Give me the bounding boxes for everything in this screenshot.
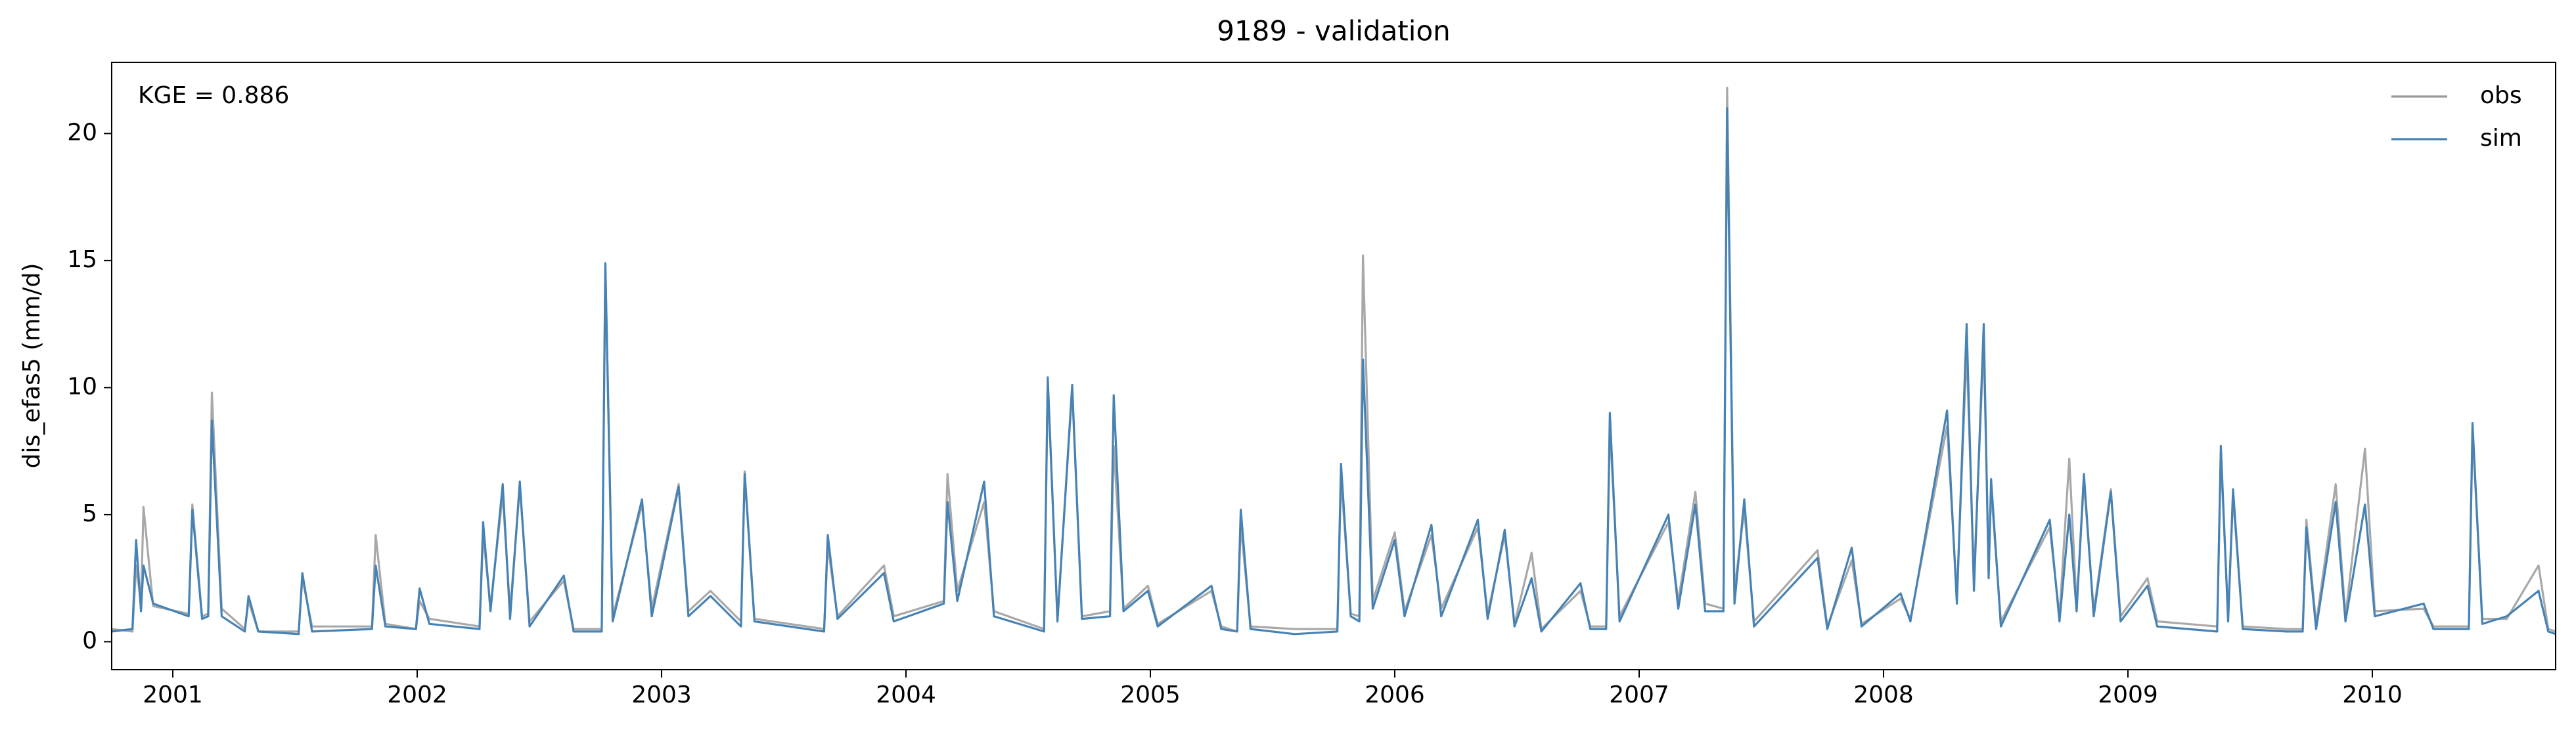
x-tick-label: 2003 [631, 681, 692, 708]
x-tick-label: 2007 [1609, 681, 1669, 708]
chart-title: 9189 - validation [1217, 15, 1451, 47]
x-tick-label: 2002 [387, 681, 447, 708]
y-tick-label: 15 [67, 246, 97, 273]
x-tick-label: 2001 [143, 681, 203, 708]
plot-frame [111, 62, 2556, 670]
x-tick-label: 2005 [1120, 681, 1181, 708]
x-tick-label: 2009 [2098, 681, 2158, 708]
annotation: KGE = 0.886 [138, 82, 289, 109]
x-tick-label: 2006 [1365, 681, 1425, 708]
y-axis-label: dis_efas5 (mm/d) [18, 263, 45, 469]
legend-label: sim [2480, 125, 2522, 152]
series-line [111, 87, 2556, 633]
legend-label: obs [2480, 82, 2522, 109]
y-tick-label: 10 [67, 373, 97, 400]
y-tick-label: 20 [67, 119, 97, 146]
y-tick-label: 5 [82, 500, 97, 527]
x-tick-label: 2004 [876, 681, 936, 708]
y-tick-label: 0 [82, 627, 97, 654]
series-line [111, 107, 2556, 636]
x-tick-label: 2010 [2342, 681, 2403, 708]
x-tick-label: 2008 [1853, 681, 1914, 708]
